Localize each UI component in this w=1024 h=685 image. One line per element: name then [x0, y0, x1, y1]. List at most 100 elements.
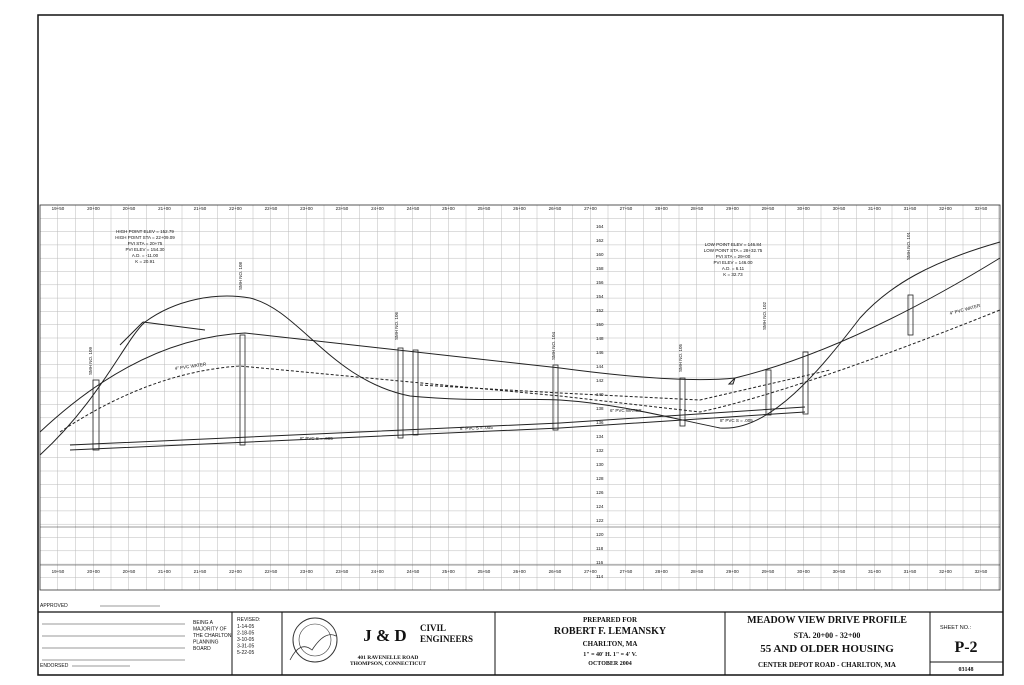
elevation-label: 146 [596, 350, 604, 355]
manhole-label: SMH NO. 108 [238, 261, 243, 290]
pipe-label: 4" PVC WATER [174, 362, 207, 371]
station-label: 24+00 [371, 206, 384, 211]
elevation-label: 150 [596, 322, 604, 327]
station-label: 19+50 [52, 569, 65, 574]
revised-label: REVISED: [237, 617, 260, 623]
station-label: 25+00 [442, 569, 455, 574]
revisions: 1-14-052-18-053-10-053-31-055-22-05 [237, 624, 254, 656]
station-label: 27+00 [584, 569, 597, 574]
firm-type: ENGINEERS [420, 634, 473, 644]
job-number: 03148 [959, 667, 974, 673]
station-label: 24+00 [371, 569, 384, 574]
station-label: 25+00 [442, 206, 455, 211]
elevation-label: 148 [596, 336, 604, 341]
station-label: 31+50 [904, 569, 917, 574]
scale: 1" = 40' H. 1" = 4' V. [583, 652, 637, 658]
station-label: 31+00 [868, 206, 881, 211]
station-label: 28+00 [655, 569, 668, 574]
low-point-line: K = 32.73 [723, 272, 743, 277]
station-label: 19+50 [52, 206, 65, 211]
manhole-label: SMH NO. 102 [762, 301, 767, 330]
elevation-label: 142 [596, 378, 604, 383]
elevation-label: 130 [596, 462, 604, 467]
elevation-label: 164 [596, 224, 604, 229]
station-label: 28+00 [655, 206, 668, 211]
station-label: 32+00 [939, 569, 952, 574]
location: CENTER DEPOT ROAD - CHARLTON, MA [758, 661, 896, 669]
station-label: 32+00 [939, 206, 952, 211]
high-point-line: HIGH POINT ELEV = 152.79 [116, 229, 174, 234]
elevation-label: 138 [596, 406, 604, 411]
revision-date: 2-18-05 [237, 631, 254, 637]
title-block [38, 605, 1003, 675]
manhole-label: SMH NO. 105 [678, 343, 683, 372]
endorsed-label: ENDORSED [40, 663, 69, 669]
elevation-label: 144 [596, 364, 604, 369]
elevation-label: 116 [596, 560, 604, 565]
station-label: 21+00 [158, 569, 171, 574]
station-label: 22+00 [229, 569, 242, 574]
station-label: 26+00 [513, 569, 526, 574]
manhole-label: SMH NO. 104 [551, 331, 556, 360]
client-town: CHARLTON, MA [583, 640, 638, 648]
elevation-label: 152 [596, 308, 604, 313]
station-label: 23+00 [300, 206, 313, 211]
elevation-label: 160 [596, 252, 604, 257]
board-note-line: BEING A [193, 620, 214, 626]
water-line-6 [419, 369, 831, 401]
station-label: 25+50 [478, 206, 491, 211]
station-label: 29+00 [726, 569, 739, 574]
station-label: 29+50 [762, 206, 775, 211]
station-label: 20+50 [123, 569, 136, 574]
elevation-label: 156 [596, 280, 604, 285]
station-label: 30+00 [797, 569, 810, 574]
firm-type: CIVIL [420, 623, 446, 633]
station-label: 21+50 [194, 569, 207, 574]
firm-name: J & D [363, 626, 406, 645]
station-label: 23+50 [336, 569, 349, 574]
station-range: STA. 20+00 - 32+00 [794, 631, 861, 640]
low-point-line: LOW POINT STA = 28+32.75 [704, 248, 763, 253]
high-point-line: PVI ELEV = 154.30 [126, 247, 165, 252]
station-label: 20+50 [123, 206, 136, 211]
station-label: 27+50 [620, 569, 633, 574]
revision-date: 3-10-05 [237, 637, 254, 643]
pipe-label: 8" PVC S = .005 [300, 436, 333, 441]
station-label: 26+00 [513, 206, 526, 211]
board-note-line: BOARD [193, 646, 211, 652]
pvi-lines [119, 321, 206, 346]
station-label: 29+00 [726, 206, 739, 211]
station-label: 22+50 [265, 569, 278, 574]
sewer-main-top [69, 406, 806, 446]
high-point-line: PVI STA = 20+75 [128, 241, 163, 246]
station-label: 31+50 [904, 206, 917, 211]
drawing-title: MEADOW VIEW DRIVE PROFILE [747, 615, 907, 626]
elevation-label: 154 [596, 294, 604, 299]
station-label: 20+00 [87, 206, 100, 211]
high-point-line: A.D. = -11.00 [132, 253, 159, 258]
elevation-label: 134 [596, 434, 604, 439]
approved-label: APPROVED [40, 603, 68, 609]
station-label: 28+50 [691, 569, 704, 574]
elevation-label: 120 [596, 532, 604, 537]
project: 55 AND OLDER HOUSING [760, 643, 894, 655]
pipe-label: 8" PVC S = .005 [460, 425, 493, 431]
elevation-label: 122 [596, 518, 604, 523]
firm-address: THOMPSON, CONNECTICUT [350, 661, 426, 667]
elevation-label: 128 [596, 476, 604, 481]
station-label: 23+00 [300, 569, 313, 574]
station-label: 28+50 [691, 206, 704, 211]
elevation-label: 136 [596, 420, 604, 425]
station-label: 21+50 [194, 206, 207, 211]
sewer-main [69, 411, 806, 451]
low-point-line: A.D. = 6.11 [722, 266, 745, 271]
low-point-line: PVI STA = 29+00 [716, 254, 751, 259]
revision-date: 1-14-05 [237, 624, 254, 630]
prepared-for: PREPARED FOR [583, 616, 638, 624]
station-label: 30+50 [833, 569, 846, 574]
elevation-label: 114 [596, 574, 604, 579]
firm-address: 401 RAVENELLE ROAD [358, 655, 419, 661]
station-label: 20+00 [87, 569, 100, 574]
